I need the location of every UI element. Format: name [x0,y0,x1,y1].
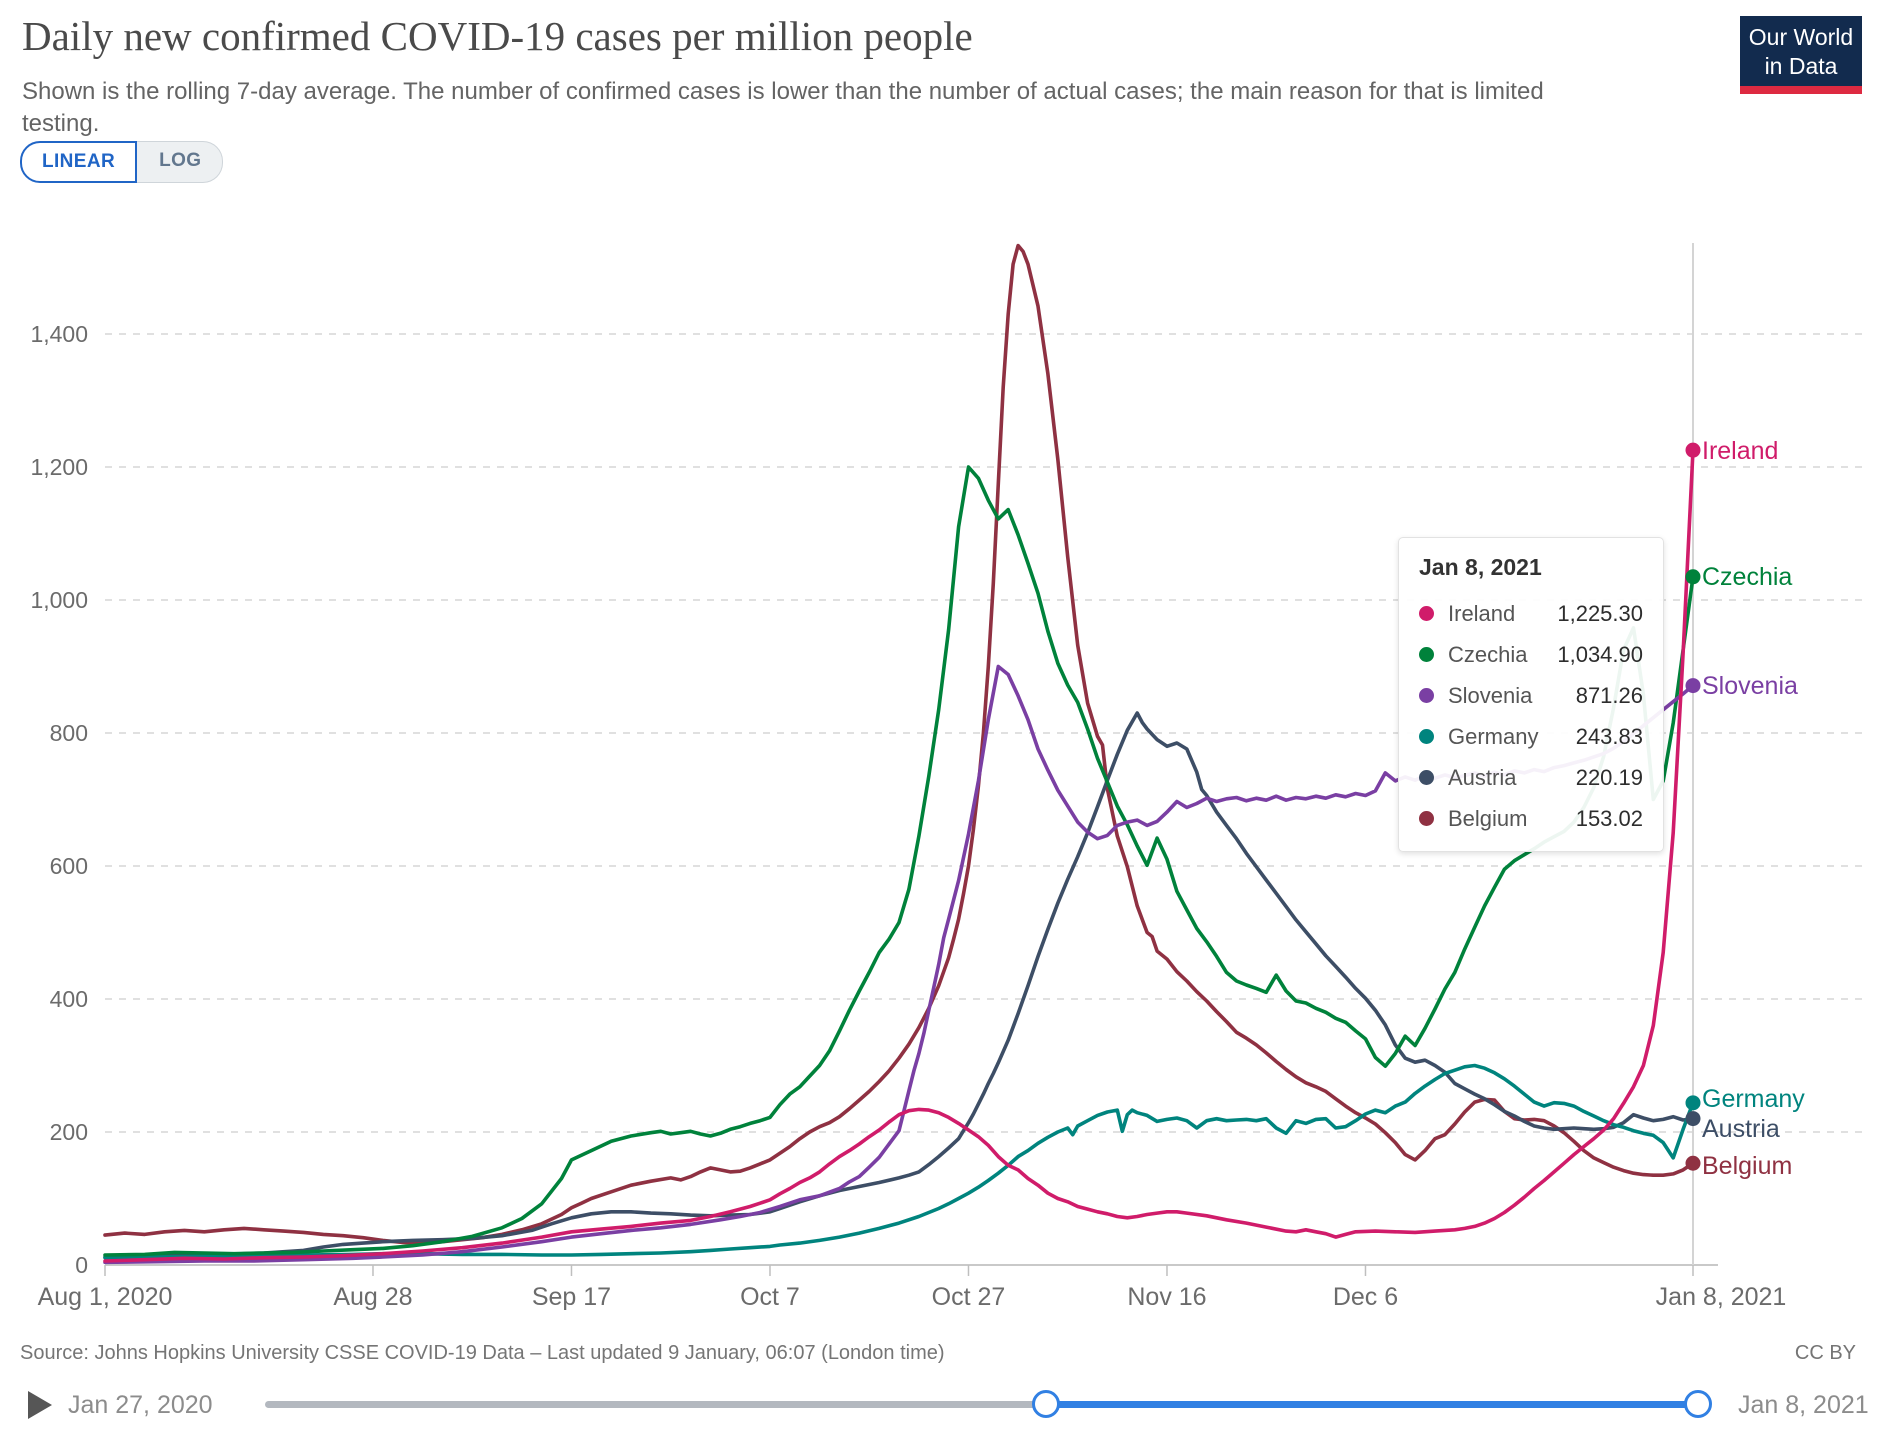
series-end-label-germany[interactable]: Germany [1702,1085,1805,1113]
tooltip-row: Ireland 1,225.30 [1419,593,1643,634]
series-end-label-belgium[interactable]: Belgium [1702,1152,1793,1180]
x-axis-tick-label: Sep 17 [531,1283,612,1311]
tooltip-country-name: Germany [1448,723,1539,749]
tooltip-series-dot [1419,770,1434,785]
tooltip-row: Czechia 1,034.90 [1419,634,1643,675]
x-axis-tick-label: Nov 16 [1127,1283,1207,1311]
tooltip-row: Germany 243.83 [1419,716,1643,757]
series-end-dot-slovenia [1685,678,1701,694]
x-axis-tick-label: Dec 6 [1332,1283,1399,1311]
series-line-germany[interactable] [103,1063,1695,1260]
series-line-ireland[interactable] [103,448,1695,1263]
hover-tooltip: Jan 8, 2021 Ireland 1,225.30 Czechia 1,034.… [1398,537,1664,852]
owid-logo-stripe [1740,85,1862,94]
series-end-dot-austria [1685,1111,1701,1127]
tooltip-country-value: 871.26 [1575,682,1643,708]
tooltip-date: Jan 8, 2021 [1419,554,1542,580]
series-end-label-austria[interactable]: Austria [1702,1115,1780,1143]
linear-button[interactable]: LINEAR [20,141,138,183]
series-end-label-czechia[interactable]: Czechia [1702,563,1793,591]
tooltip-country-name: Slovenia [1448,682,1533,708]
y-axis-tick-label: 400 [49,986,88,1012]
series-end-label-ireland[interactable]: Ireland [1702,437,1779,465]
timeline-start-date: Jan 27, 2020 [68,1391,213,1419]
series-end-label-slovenia[interactable]: Slovenia [1702,672,1798,700]
y-axis-tick-label: 200 [49,1119,88,1145]
y-axis-tick-label: 1,200 [30,454,88,480]
tooltip-row: Austria 220.19 [1419,757,1643,798]
tooltip-series-dot [1419,688,1434,703]
license-badge[interactable]: CC BY [1794,1342,1856,1364]
y-axis-tick-label: 800 [49,720,88,746]
timeline-track-selected[interactable] [1046,1401,1698,1408]
chart-subtitle: Shown is the rolling 7-day average. The … [22,78,1544,138]
timeline-end-date: Jan 8, 2021 [1738,1391,1869,1419]
tooltip-series-dot [1419,606,1434,621]
tooltip-country-value: 220.19 [1575,764,1643,790]
tooltip-country-value: 243.83 [1575,723,1643,749]
series-line-czechia[interactable] [103,465,1695,1257]
tooltip-country-value: 153.02 [1575,805,1643,831]
x-axis-tick-label: Oct 27 [931,1283,1006,1311]
tooltip-series-dot [1419,811,1434,826]
tooltip-country-name: Ireland [1448,600,1516,626]
owid-logo: Our World in Data [1740,16,1862,94]
timeline-track-unselected[interactable] [265,1401,1046,1408]
x-axis-tick-label: Oct 7 [740,1283,800,1311]
scale-toggle: LINEAR LOG [20,141,223,183]
tooltip-country-name: Belgium [1448,805,1528,831]
owid-logo-line1: Our World [1748,24,1854,50]
x-axis-tick-label: Aug 1, 2020 [37,1283,173,1311]
series-line-belgium[interactable] [103,243,1695,1245]
log-button[interactable]: LOG [137,141,223,183]
y-axis-tick-label: 600 [49,853,88,879]
tooltip-rows: Ireland 1,225.30 Czechia 1,034.90 Slovenia 87… [1419,593,1643,839]
timeline-start-handle[interactable] [1032,1390,1060,1418]
tooltip-series-dot [1419,729,1434,744]
series-line-austria[interactable] [103,711,1695,1259]
source-note: Source: Johns Hopkins University CSSE CO… [20,1342,945,1364]
tooltip-row: Belgium 153.02 [1419,798,1643,839]
owid-logo-line2: in Data [1764,52,1838,79]
tooltip-country-value: 1,034.90 [1557,641,1643,667]
y-axis-tick-label: 1,000 [30,587,88,613]
x-axis-tick-label: Jan 8, 2021 [1655,1283,1787,1311]
series-end-dot-czechia [1685,569,1701,585]
tooltip-country-name: Czechia [1448,641,1528,667]
play-button-icon[interactable] [28,1391,52,1419]
x-axis-tick-label: Aug 28 [333,1283,413,1311]
y-axis-tick-label: 0 [75,1252,88,1278]
tooltip-series-dot [1419,647,1434,662]
page-title: Daily new confirmed COVID-19 cases per m… [22,13,973,59]
y-axis-tick-label: 1,400 [30,321,88,347]
series-end-dot-belgium [1685,1155,1701,1171]
series-end-dot-ireland [1685,442,1701,458]
series-end-dot-germany [1685,1095,1701,1111]
timeline-end-handle[interactable] [1684,1390,1712,1418]
tooltip-country-value: 1,225.30 [1557,600,1643,626]
tooltip-country-name: Austria [1448,764,1517,790]
tooltip-row: Slovenia 871.26 [1419,675,1643,716]
